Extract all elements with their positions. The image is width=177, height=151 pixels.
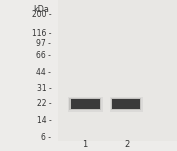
Text: kDa: kDa — [34, 5, 50, 14]
Text: 6 -: 6 - — [41, 133, 51, 142]
Bar — [58, 0, 177, 141]
Bar — [69, 98, 101, 110]
Bar — [111, 98, 141, 110]
Text: 97 -: 97 - — [36, 39, 51, 48]
Text: 2: 2 — [125, 140, 130, 149]
Text: 66 -: 66 - — [36, 51, 51, 60]
Text: 22 -: 22 - — [37, 99, 51, 108]
Bar — [71, 99, 100, 109]
Bar — [112, 99, 140, 109]
Text: 31 -: 31 - — [37, 84, 51, 93]
Text: 116 -: 116 - — [32, 29, 51, 39]
Text: 200 -: 200 - — [32, 10, 51, 19]
Bar — [110, 97, 143, 111]
Text: 1: 1 — [82, 140, 88, 149]
Text: 14 -: 14 - — [37, 116, 51, 125]
Bar — [68, 97, 103, 111]
Text: 44 -: 44 - — [36, 68, 51, 77]
